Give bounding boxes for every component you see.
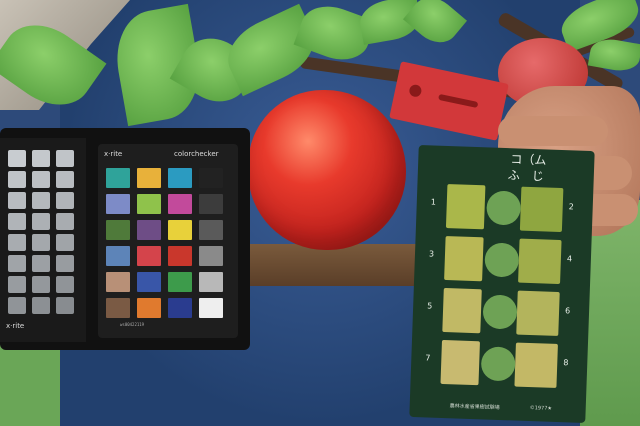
gray-patch	[56, 297, 74, 314]
color-patch	[168, 272, 192, 292]
swatch-number: 6	[564, 306, 571, 316]
gray-patch	[56, 255, 74, 272]
gray-patch	[8, 234, 26, 251]
color-patch	[199, 168, 223, 188]
gray-patch	[32, 171, 50, 188]
color-patch	[199, 194, 223, 214]
color-patch	[137, 272, 161, 292]
finger	[498, 116, 608, 146]
viewing-hole	[486, 190, 522, 226]
color-patch	[106, 168, 130, 188]
swatch-number: 2	[568, 202, 574, 212]
color-patch	[168, 168, 192, 188]
gray-patch	[56, 150, 74, 167]
swatch-number: 7	[425, 353, 431, 363]
color-patch	[168, 246, 192, 266]
chart-year: ©1977★	[529, 405, 552, 412]
color-patch	[106, 220, 130, 240]
color-swatch	[519, 186, 564, 233]
tag-slot	[438, 93, 479, 109]
gray-patch	[8, 192, 26, 209]
color-patch	[168, 194, 192, 214]
color-patch-panel: x·rite colorchecker ws00422119	[98, 144, 238, 338]
tag-hole	[408, 83, 423, 98]
color-checker-card: x·rite x·rite colorchecker ws00422119	[0, 128, 250, 350]
color-patch	[137, 298, 161, 318]
gray-patch	[32, 234, 50, 251]
gray-patch	[32, 255, 50, 272]
gray-scale-panel: x·rite	[0, 138, 86, 342]
viewing-hole	[484, 242, 520, 278]
color-swatch	[516, 290, 560, 336]
color-swatch	[518, 238, 562, 285]
gray-patch	[8, 255, 26, 272]
gray-patch	[56, 171, 74, 188]
color-patch	[168, 298, 192, 318]
viewing-hole	[482, 294, 518, 330]
gray-patch	[32, 192, 50, 209]
leather-belt	[240, 244, 425, 286]
swatch-number: 8	[563, 358, 569, 368]
left-logo: x·rite	[6, 322, 25, 330]
swatch-number: 3	[428, 249, 435, 259]
color-patch	[106, 194, 130, 214]
swatch-number: 4	[566, 254, 573, 264]
gray-patch	[56, 234, 74, 251]
bottom-code: ws00422119	[120, 322, 145, 327]
gray-patch	[56, 276, 74, 293]
color-swatch	[445, 184, 486, 230]
red-apple	[248, 90, 406, 250]
color-patch	[137, 220, 161, 240]
color-swatch	[514, 342, 558, 388]
brand-colorchecker: colorchecker	[174, 150, 219, 158]
gray-patch	[8, 276, 26, 293]
color-patch	[137, 246, 161, 266]
gray-patch	[8, 150, 26, 167]
color-swatch	[444, 236, 484, 282]
gray-patch	[8, 171, 26, 188]
gray-patch	[8, 297, 26, 314]
color-swatch	[440, 339, 480, 386]
swatch-number: 5	[427, 301, 433, 311]
color-patch	[106, 246, 130, 266]
gray-patch	[32, 297, 50, 314]
swatch-number: 1	[430, 197, 437, 207]
gray-patch	[32, 150, 50, 167]
viewing-hole	[480, 346, 516, 382]
color-patch	[199, 220, 223, 240]
color-patch	[199, 298, 223, 318]
brand-xrite: x·rite	[104, 150, 123, 158]
color-patch	[137, 168, 161, 188]
color-patch	[199, 272, 223, 292]
color-swatch	[442, 287, 482, 334]
gray-patch	[8, 213, 26, 230]
gray-patch	[32, 276, 50, 293]
gray-patch	[56, 192, 74, 209]
chart-footer: 農林水産省果樹試験場	[449, 403, 500, 411]
color-patch	[106, 298, 130, 318]
chart-label-jp2: ふ じ	[507, 168, 545, 184]
color-patch	[199, 246, 223, 266]
color-patch	[106, 272, 130, 292]
color-patch	[137, 194, 161, 214]
gray-patch	[32, 213, 50, 230]
gray-patch	[56, 213, 74, 230]
color-patch	[168, 220, 192, 240]
